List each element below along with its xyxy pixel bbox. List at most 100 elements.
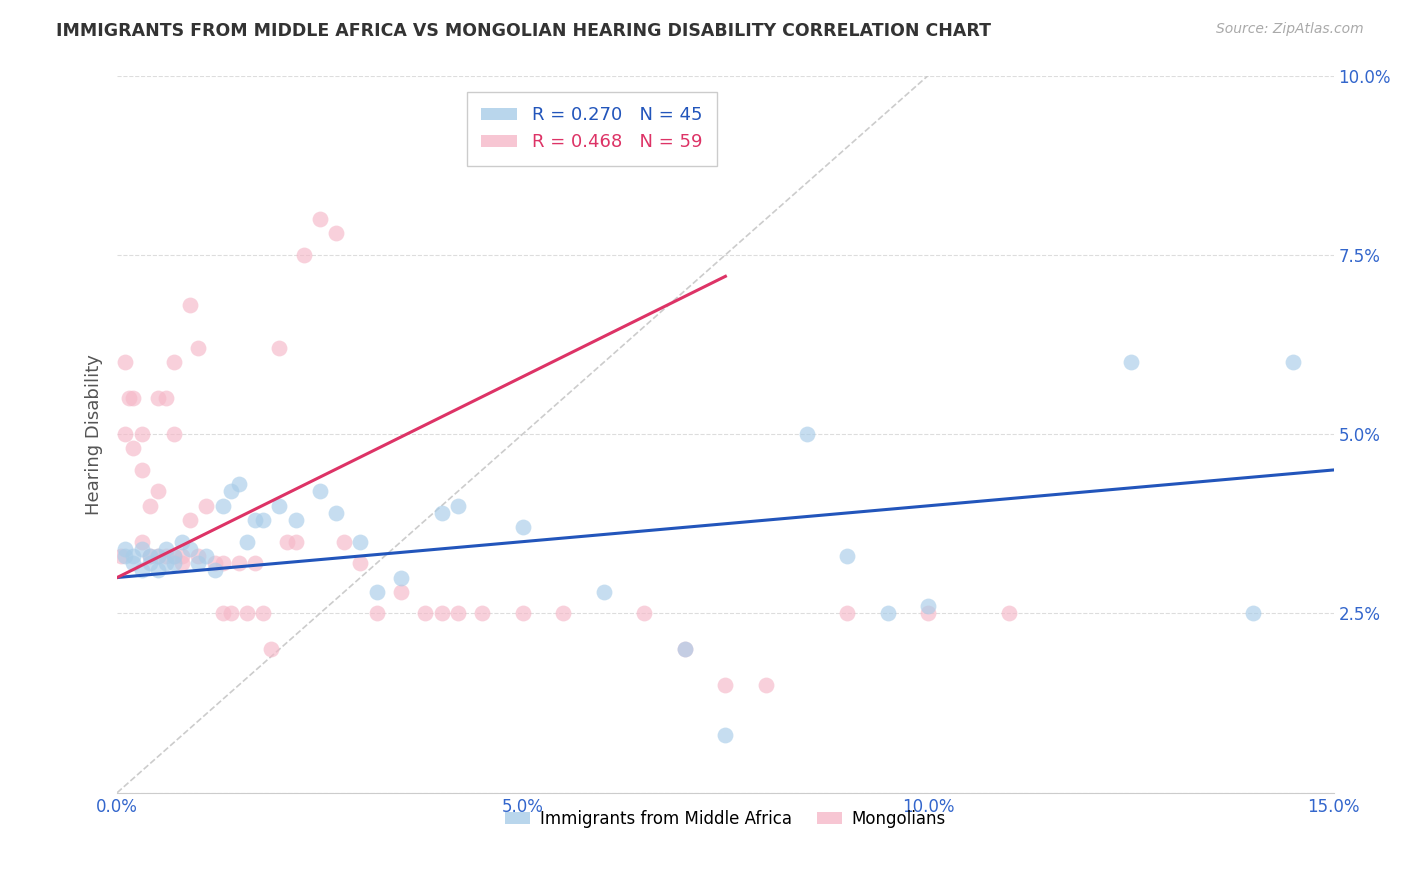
Point bbox=[110, 549, 132, 563]
Point bbox=[430, 607, 453, 621]
Point bbox=[138, 549, 160, 563]
Point bbox=[430, 506, 453, 520]
Point bbox=[592, 140, 614, 154]
Point bbox=[252, 607, 274, 621]
Point bbox=[131, 427, 153, 442]
Point bbox=[155, 556, 177, 570]
Point bbox=[170, 534, 193, 549]
Point bbox=[236, 534, 259, 549]
Point bbox=[163, 549, 186, 563]
Point bbox=[146, 391, 169, 405]
Point bbox=[917, 607, 939, 621]
Point bbox=[219, 607, 242, 621]
Point bbox=[170, 556, 193, 570]
Point bbox=[917, 599, 939, 614]
Point bbox=[155, 391, 177, 405]
Point bbox=[389, 570, 412, 584]
Point bbox=[512, 520, 534, 534]
Point bbox=[876, 607, 898, 621]
Point bbox=[471, 607, 494, 621]
Point bbox=[673, 642, 696, 657]
Point bbox=[163, 355, 186, 369]
Point bbox=[236, 607, 259, 621]
Point bbox=[122, 391, 145, 405]
Point bbox=[187, 549, 209, 563]
Point bbox=[211, 499, 233, 513]
Point bbox=[325, 227, 347, 241]
Point bbox=[592, 585, 614, 599]
Point bbox=[389, 585, 412, 599]
Point bbox=[349, 534, 371, 549]
Point bbox=[447, 607, 470, 621]
Point bbox=[118, 391, 141, 405]
Point bbox=[284, 534, 307, 549]
Point bbox=[131, 541, 153, 556]
Point bbox=[276, 534, 298, 549]
Y-axis label: Hearing Disability: Hearing Disability bbox=[86, 353, 103, 515]
Point bbox=[131, 563, 153, 577]
Point bbox=[204, 563, 226, 577]
Point bbox=[179, 513, 201, 527]
Point bbox=[114, 549, 136, 563]
Point bbox=[998, 607, 1021, 621]
Point bbox=[755, 678, 778, 692]
Point bbox=[138, 556, 160, 570]
Point bbox=[269, 341, 291, 355]
Point bbox=[146, 549, 169, 563]
Point bbox=[714, 728, 737, 742]
Point bbox=[228, 556, 250, 570]
Point bbox=[260, 642, 283, 657]
Point bbox=[1241, 607, 1264, 621]
Point bbox=[146, 563, 169, 577]
Point bbox=[512, 607, 534, 621]
Text: Source: ZipAtlas.com: Source: ZipAtlas.com bbox=[1216, 22, 1364, 37]
Point bbox=[219, 484, 242, 499]
Point bbox=[252, 513, 274, 527]
Point bbox=[309, 211, 332, 226]
Point bbox=[170, 549, 193, 563]
Point bbox=[835, 607, 858, 621]
Point bbox=[122, 556, 145, 570]
Point bbox=[633, 607, 655, 621]
Point bbox=[122, 549, 145, 563]
Point bbox=[179, 298, 201, 312]
Point bbox=[122, 442, 145, 456]
Point bbox=[114, 355, 136, 369]
Point bbox=[349, 556, 371, 570]
Point bbox=[1119, 355, 1142, 369]
Point bbox=[195, 499, 218, 513]
Point bbox=[131, 534, 153, 549]
Point bbox=[138, 499, 160, 513]
Point bbox=[211, 556, 233, 570]
Point bbox=[835, 549, 858, 563]
Text: IMMIGRANTS FROM MIDDLE AFRICA VS MONGOLIAN HEARING DISABILITY CORRELATION CHART: IMMIGRANTS FROM MIDDLE AFRICA VS MONGOLI… bbox=[56, 22, 991, 40]
Point bbox=[714, 678, 737, 692]
Point bbox=[187, 341, 209, 355]
Point bbox=[163, 549, 186, 563]
Point bbox=[325, 506, 347, 520]
Point bbox=[553, 607, 575, 621]
Point bbox=[796, 427, 818, 442]
Point bbox=[673, 642, 696, 657]
Point bbox=[269, 499, 291, 513]
Point bbox=[163, 556, 186, 570]
Point bbox=[138, 549, 160, 563]
Point bbox=[146, 549, 169, 563]
Point bbox=[155, 541, 177, 556]
Point bbox=[292, 248, 315, 262]
Point bbox=[309, 484, 332, 499]
Point bbox=[284, 513, 307, 527]
Point bbox=[131, 463, 153, 477]
Point bbox=[146, 484, 169, 499]
Legend: Immigrants from Middle Africa, Mongolians: Immigrants from Middle Africa, Mongolian… bbox=[498, 803, 953, 835]
Point bbox=[163, 427, 186, 442]
Point bbox=[155, 549, 177, 563]
Point bbox=[187, 556, 209, 570]
Point bbox=[211, 607, 233, 621]
Point bbox=[195, 549, 218, 563]
Point bbox=[366, 585, 388, 599]
Point bbox=[228, 477, 250, 491]
Point bbox=[333, 534, 356, 549]
Point bbox=[243, 556, 266, 570]
Point bbox=[415, 607, 437, 621]
